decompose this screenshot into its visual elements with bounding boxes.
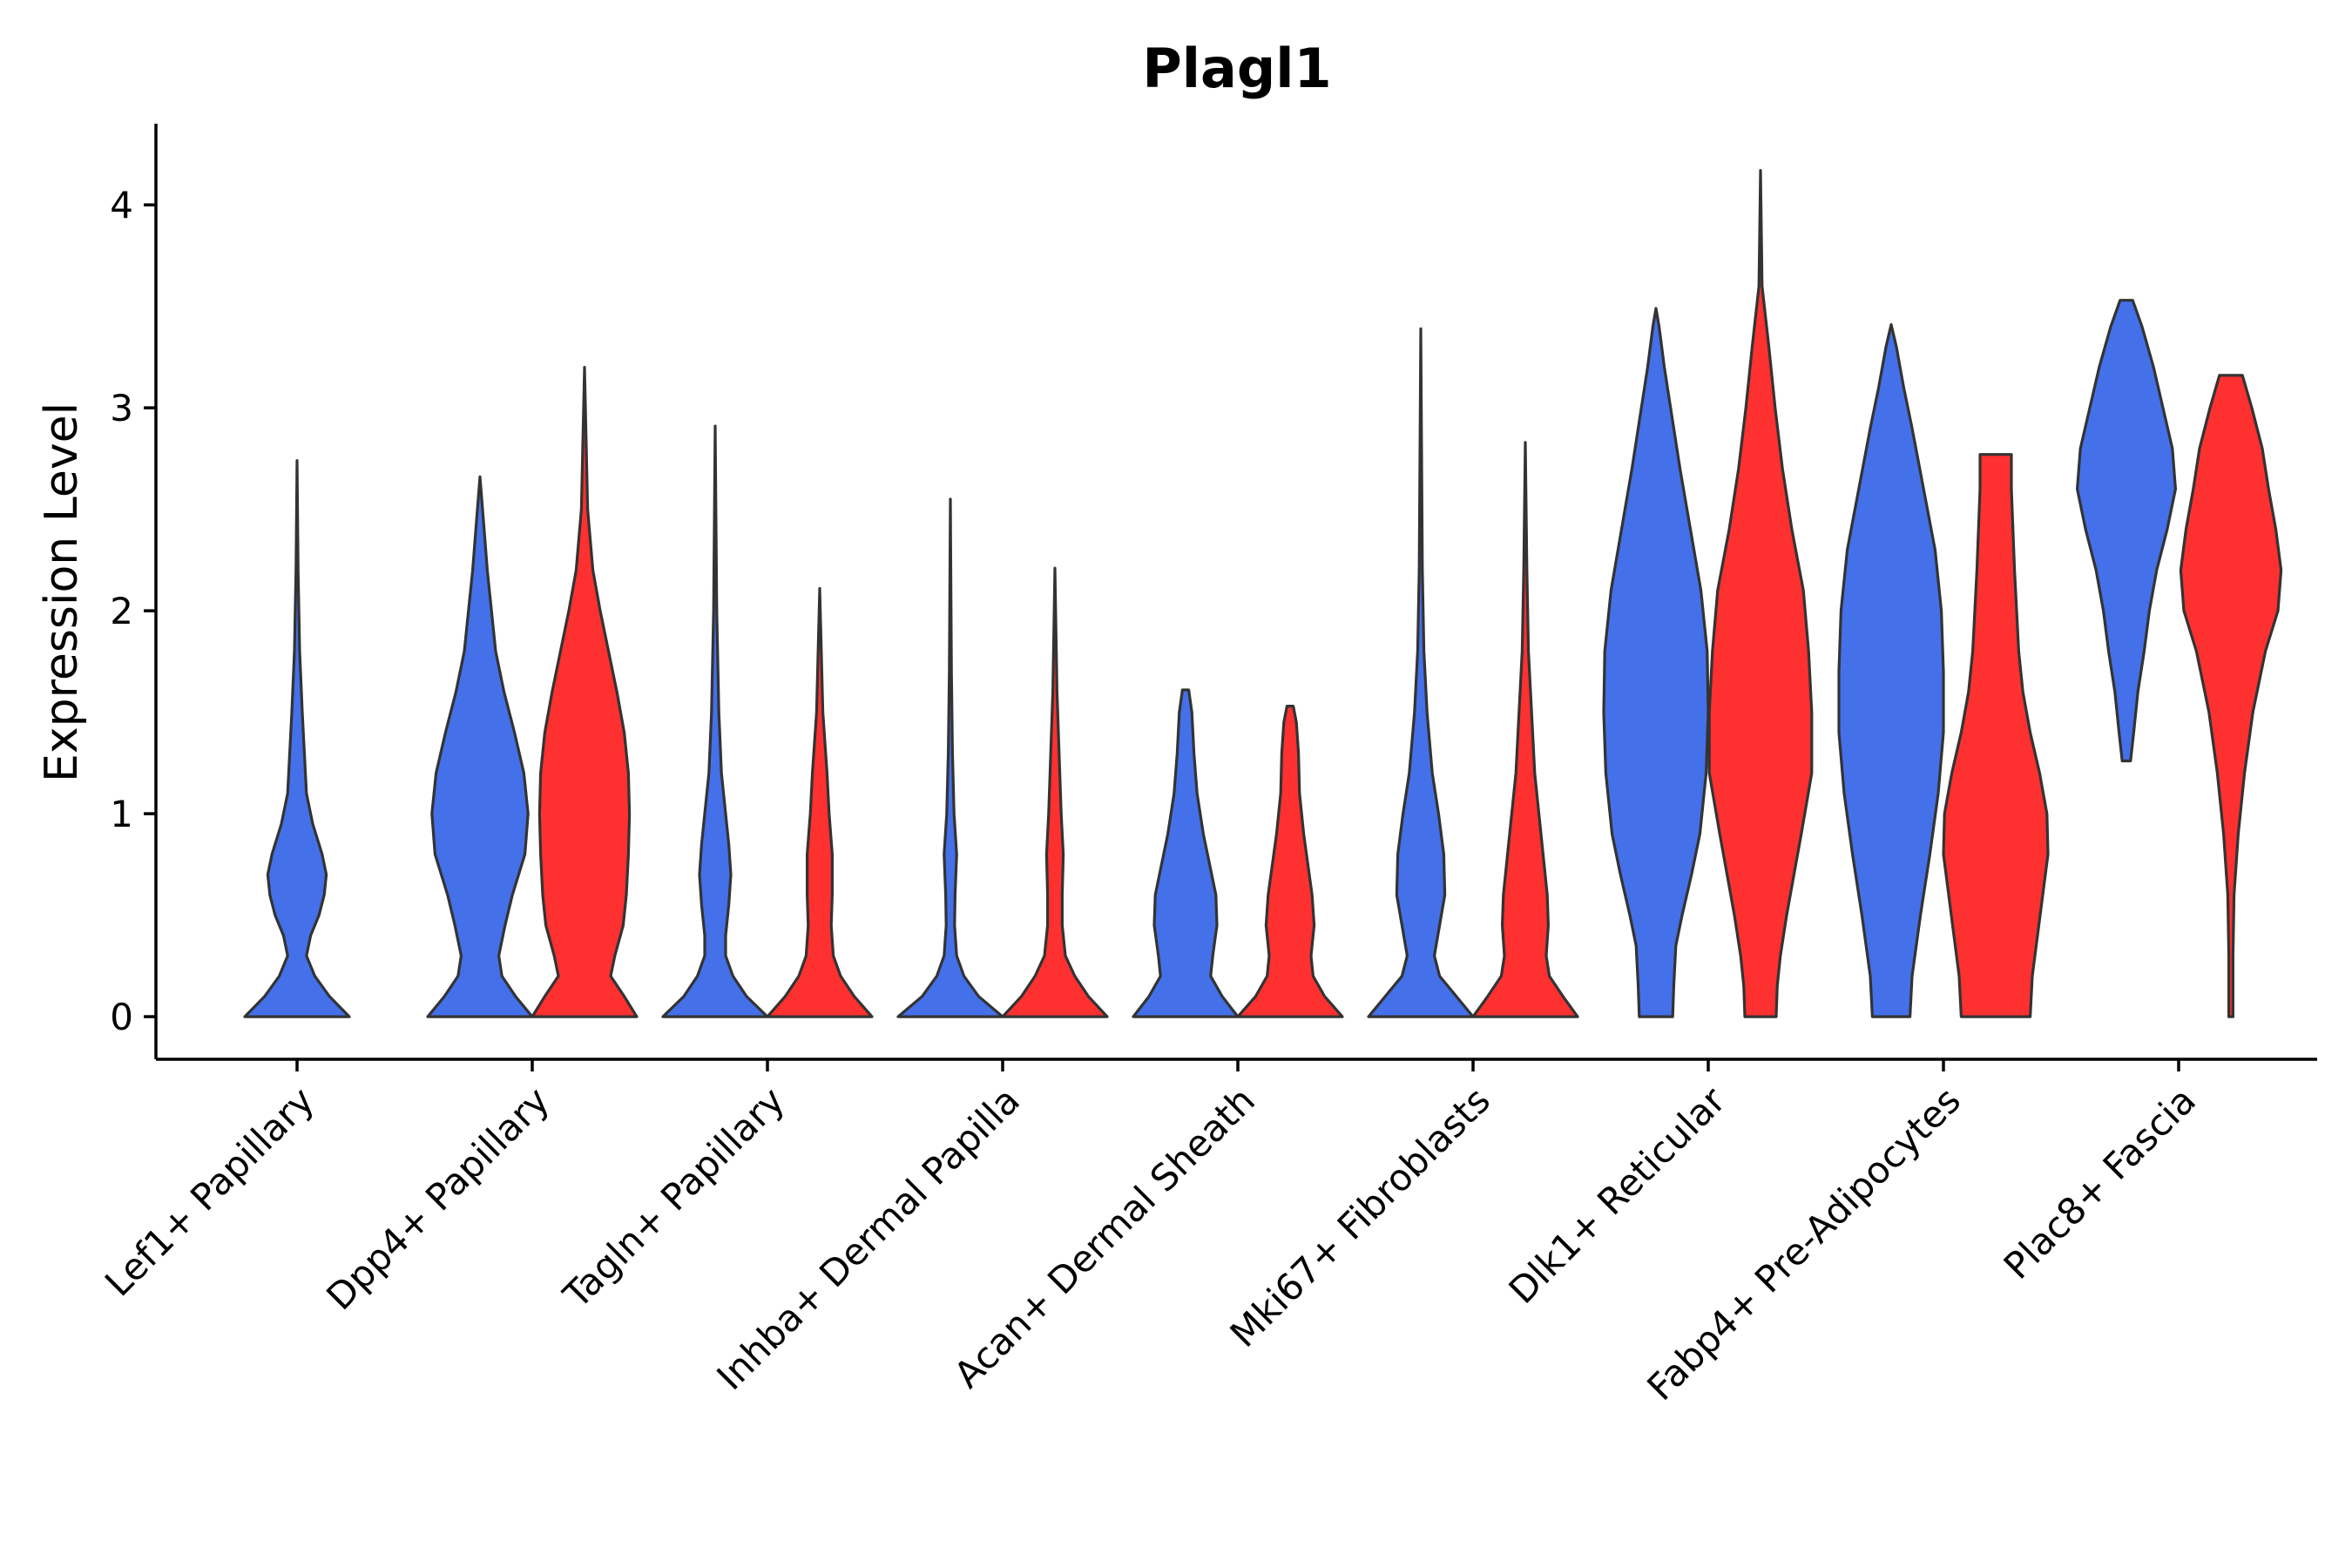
violin-red-plac8-fascia — [2179, 374, 2283, 1018]
x-tick-label: Tagln+ Papillary — [555, 1078, 793, 1316]
violin-red-mki67-fibroblasts — [1471, 441, 1579, 1018]
x-tick-label: Lef1+ Papillary — [97, 1078, 322, 1304]
x-tick-label: Dlk1+ Reticular — [1501, 1078, 1734, 1312]
chart-title: Plagl1 — [1142, 37, 1331, 100]
x-tick-label: Plac8+ Fascia — [1996, 1078, 2204, 1287]
violin-red-dlk1-reticular — [1707, 169, 1814, 1018]
violin-red-fabp4-pre-adipocytes — [1942, 453, 2050, 1018]
y-tick-label: 2 — [110, 590, 133, 632]
x-tick-label: Dpp4+ Papillary — [318, 1078, 558, 1318]
x-tick-label: Mki67+ Fibroblasts — [1222, 1078, 1498, 1355]
violin-red-dpp4-papillary — [531, 366, 639, 1018]
y-tick-label: 3 — [110, 387, 133, 429]
violin-blue-dpp4-papillary — [426, 475, 534, 1018]
violin-blue-mki67-fibroblasts — [1367, 327, 1475, 1018]
violin-red-tagln-papillary — [766, 586, 874, 1018]
y-tick-label: 0 — [110, 996, 133, 1038]
violin-blue-fabp4-pre-adipocytes — [1837, 323, 1945, 1018]
violin-blue-plac8-fascia — [2076, 299, 2177, 763]
violin-blue-acan-dermal-sheath — [1132, 688, 1240, 1018]
y-ticks: 0 1 2 3 4 — [110, 184, 156, 1038]
violins-layer — [243, 169, 2283, 1018]
y-axis-label: Expression Level — [36, 402, 88, 782]
violin-red-acan-dermal-sheath — [1236, 705, 1344, 1018]
violin-blue-lef1-papillary — [243, 459, 351, 1018]
violin-red-inhba-dermal-papilla — [1001, 566, 1109, 1018]
y-tick-label: 4 — [110, 184, 133, 226]
violin-blue-inhba-dermal-papilla — [896, 497, 1004, 1018]
violin-blue-tagln-papillary — [661, 424, 769, 1018]
y-tick-label: 1 — [110, 793, 133, 835]
violin-blue-dlk1-reticular — [1602, 307, 1710, 1018]
